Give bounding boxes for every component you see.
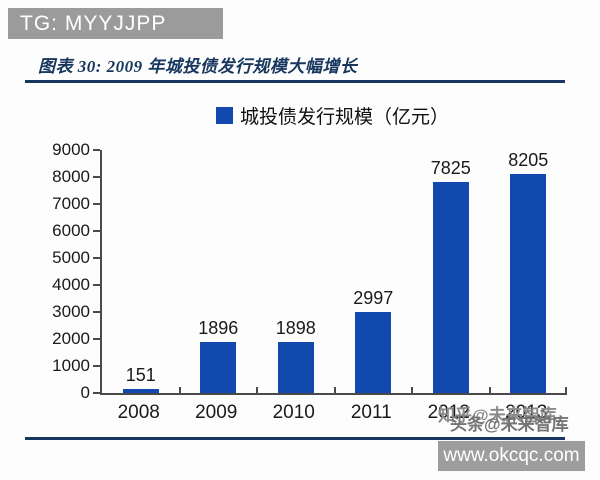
bar-group: 7825: [412, 150, 490, 393]
bars-row: 151 1896 1898 2997 7825 8205: [102, 150, 567, 393]
y-tick-label: 5000: [52, 248, 90, 267]
bar-value-label: 1898: [275, 317, 316, 338]
y-tick-mark: [93, 149, 100, 151]
bar-group: 1898: [257, 150, 335, 393]
bar-group: 151: [102, 150, 180, 393]
site-watermark: www.okcqc.com: [438, 441, 585, 471]
y-tick-label: 3000: [52, 302, 90, 321]
bar-group: 2997: [335, 150, 413, 393]
y-tick-label: 4000: [52, 275, 90, 294]
bar-value-label: 8205: [508, 150, 549, 170]
bar: [200, 341, 237, 393]
y-tick-mark: [93, 311, 100, 313]
site-watermark-text: www.okcqc.com: [443, 445, 580, 466]
watermark-overlay-1: 知乎@未来智库: [438, 406, 557, 425]
bar-value-label: 151: [125, 364, 156, 385]
bar-group: 1896: [180, 150, 258, 393]
y-tick-label: 8000: [52, 167, 90, 186]
tag-banner: TG: MYYJJPP: [8, 8, 223, 39]
chart-legend: 城投债发行规模（亿元）: [100, 102, 565, 129]
bar: [432, 181, 469, 393]
y-tick-label: 7000: [52, 194, 90, 213]
y-tick-label: 6000: [52, 221, 90, 240]
y-tick-mark: [93, 176, 100, 178]
y-tick-label: 2000: [52, 329, 90, 348]
y-tick-mark: [93, 392, 100, 394]
y-tick-mark: [93, 338, 100, 340]
x-tick-label: 2008: [117, 402, 160, 423]
bar: [355, 312, 392, 393]
tag-banner-text: TG: MYYJJPP: [20, 11, 167, 35]
x-tick-label: 2010: [272, 402, 315, 423]
figure-title: 图表 30: 2009 年城投债发行规模大幅增长: [38, 57, 358, 76]
y-tick-mark: [93, 203, 100, 205]
legend-swatch-icon: [215, 107, 233, 124]
x-tick-mark: [333, 387, 336, 393]
y-tick-label: 9000: [52, 140, 90, 159]
y-tick-mark: [93, 257, 100, 259]
bar-group: 8205: [490, 150, 568, 393]
x-tick-mark: [411, 387, 413, 393]
x-tick-mark: [256, 387, 258, 393]
bar: [510, 174, 547, 393]
bar-value-label: 7825: [430, 157, 471, 178]
bar-value-label: 2997: [353, 288, 394, 309]
bottom-divider-line: [25, 437, 565, 440]
title-divider-line: [25, 80, 565, 83]
bar-value-label: 1896: [198, 317, 239, 338]
x-tick-mark: [488, 387, 491, 393]
x-tick-label: 2011: [350, 402, 392, 423]
legend-label: 城投债发行规模（亿元）: [239, 107, 449, 128]
bar: [122, 388, 159, 393]
y-tick-mark: [93, 284, 100, 286]
watermark-overlay-2: 头条@未来智库: [450, 415, 569, 434]
x-axis-labels: 2008 2009 2010 2011 2012 2013: [100, 402, 565, 424]
y-tick-mark: [93, 230, 100, 232]
y-axis-labels: 0 1000 2000 3000 4000 5000 6000 7000 8000 9000: [24, 140, 90, 402]
y-tick-mark: [93, 365, 100, 367]
x-tick-mark: [565, 387, 567, 393]
y-tick-label: 0: [80, 383, 90, 402]
x-tick-label: 2012: [427, 402, 470, 423]
bar: [277, 341, 314, 393]
y-tick-label: 1000: [52, 356, 90, 375]
x-tick-label: 2013: [505, 402, 548, 423]
x-tick-label: 2009: [195, 402, 238, 423]
x-tick-mark: [178, 387, 181, 393]
plot-area: 151 1896 1898 2997 7825 8205: [93, 149, 567, 395]
